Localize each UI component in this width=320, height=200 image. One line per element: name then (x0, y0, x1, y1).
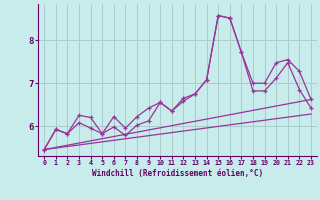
X-axis label: Windchill (Refroidissement éolien,°C): Windchill (Refroidissement éolien,°C) (92, 169, 263, 178)
